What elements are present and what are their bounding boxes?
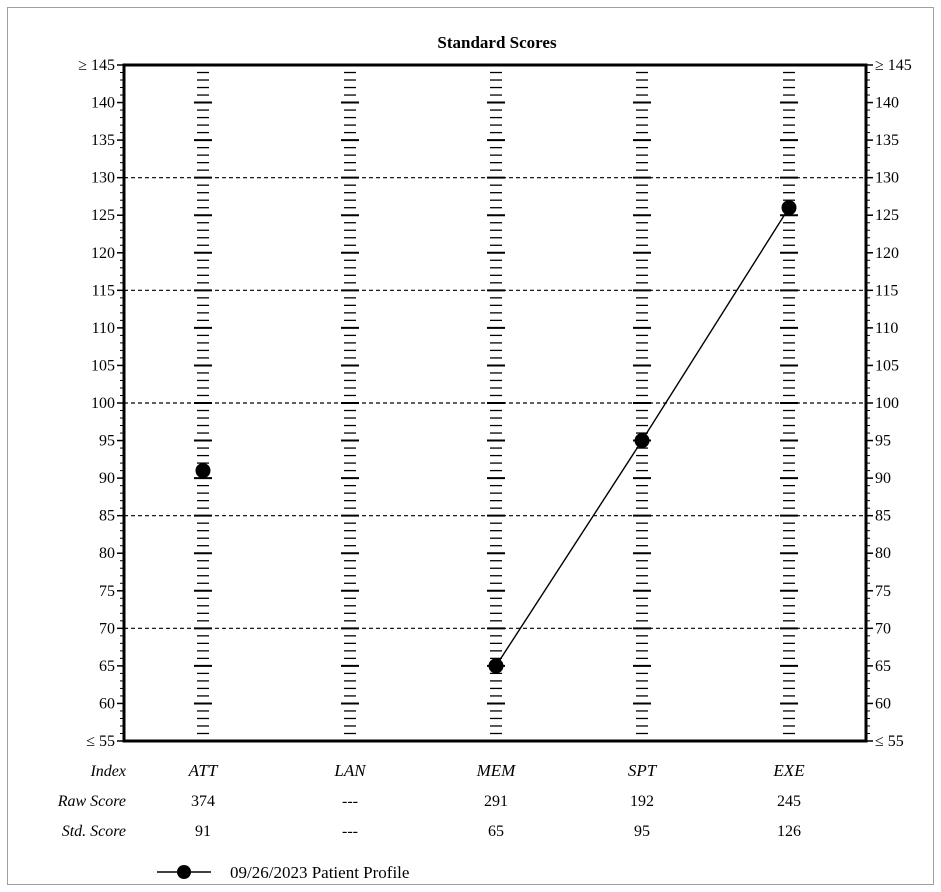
y-tick-label-right: 120 (875, 245, 899, 262)
raw-score-cell: 291 (484, 793, 508, 810)
std-score-cell: 91 (195, 823, 211, 840)
data-point-spt (634, 433, 650, 449)
y-tick-label-left: 95 (99, 433, 115, 450)
y-tick-label-left: 70 (99, 620, 115, 637)
category-label-att: ATT (188, 761, 219, 780)
table-row-label-0: Index (89, 763, 126, 780)
y-tick-label-left: 140 (91, 95, 115, 112)
category-ruler-spt (633, 71, 651, 735)
y-tick-label-left: 90 (99, 470, 115, 487)
y-tick-label-right: 90 (875, 470, 891, 487)
y-tick-label-left: 85 (99, 508, 115, 525)
category-ruler-mem (487, 71, 505, 735)
raw-score-cell: 245 (777, 793, 801, 810)
category-label-mem: MEM (476, 761, 517, 780)
category-label-exe: EXE (772, 761, 805, 780)
category-label-spt: SPT (628, 761, 658, 780)
y-tick-label-left: 125 (91, 207, 115, 224)
category-ruler-att (194, 71, 212, 735)
category-ruler-exe (780, 71, 798, 735)
data-point-exe (781, 200, 797, 216)
std-score-cell: 95 (634, 823, 650, 840)
y-tick-label-right: 70 (875, 620, 891, 637)
y-tick-label-right: 85 (875, 508, 891, 525)
std-score-cell: --- (342, 823, 358, 840)
y-tick-label-right: 115 (875, 282, 898, 299)
raw-score-cell: 374 (191, 793, 215, 810)
legend-label: 09/26/2023 Patient Profile (230, 863, 409, 882)
y-tick-label-right: 65 (875, 658, 891, 675)
y-tick-label-left: 65 (99, 658, 115, 675)
legend: 09/26/2023 Patient Profile (157, 863, 409, 882)
y-tick-label-right: ≤ 55 (875, 733, 904, 750)
y-tick-label-left: ≤ 55 (86, 733, 115, 750)
y-tick-label-right: 110 (875, 320, 898, 337)
chart-title: Standard Scores (437, 33, 557, 52)
y-tick-label-right: 80 (875, 545, 891, 562)
y-tick-label-right: 140 (875, 95, 899, 112)
category-label-lan: LAN (333, 761, 367, 780)
raw-score-cell: --- (342, 793, 358, 810)
data-point-mem (488, 658, 504, 674)
y-tick-label-right: 75 (875, 583, 891, 600)
y-tick-label-left: 75 (99, 583, 115, 600)
y-tick-label-left: 120 (91, 245, 115, 262)
y-tick-label-left: 110 (92, 320, 115, 337)
table-row-label-1: Raw Score (57, 793, 126, 810)
y-tick-label-left: 130 (91, 170, 115, 187)
table-row-label-2: Std. Score (62, 823, 126, 840)
y-tick-label-right: 60 (875, 695, 891, 712)
y-tick-label-left: ≥ 145 (78, 57, 115, 74)
y-tick-label-right: 130 (875, 170, 899, 187)
y-tick-label-right: ≥ 145 (875, 57, 912, 74)
raw-score-cell: 192 (630, 793, 654, 810)
y-tick-label-right: 100 (875, 395, 899, 412)
std-score-cell: 65 (488, 823, 504, 840)
y-tick-label-left: 115 (92, 282, 115, 299)
legend-marker (177, 865, 191, 879)
y-tick-label-right: 125 (875, 207, 899, 224)
y-tick-label-left: 105 (91, 357, 115, 374)
y-tick-label-left: 135 (91, 132, 115, 149)
category-ruler-lan (341, 71, 359, 735)
std-score-cell: 126 (777, 823, 801, 840)
y-tick-label-left: 100 (91, 395, 115, 412)
y-tick-label-right: 135 (875, 132, 899, 149)
y-tick-label-right: 105 (875, 357, 899, 374)
y-tick-label-left: 80 (99, 545, 115, 562)
data-point-att (195, 463, 211, 479)
y-tick-label-left: 60 (99, 695, 115, 712)
y-tick-label-right: 95 (875, 433, 891, 450)
chart-frame (7, 7, 934, 885)
